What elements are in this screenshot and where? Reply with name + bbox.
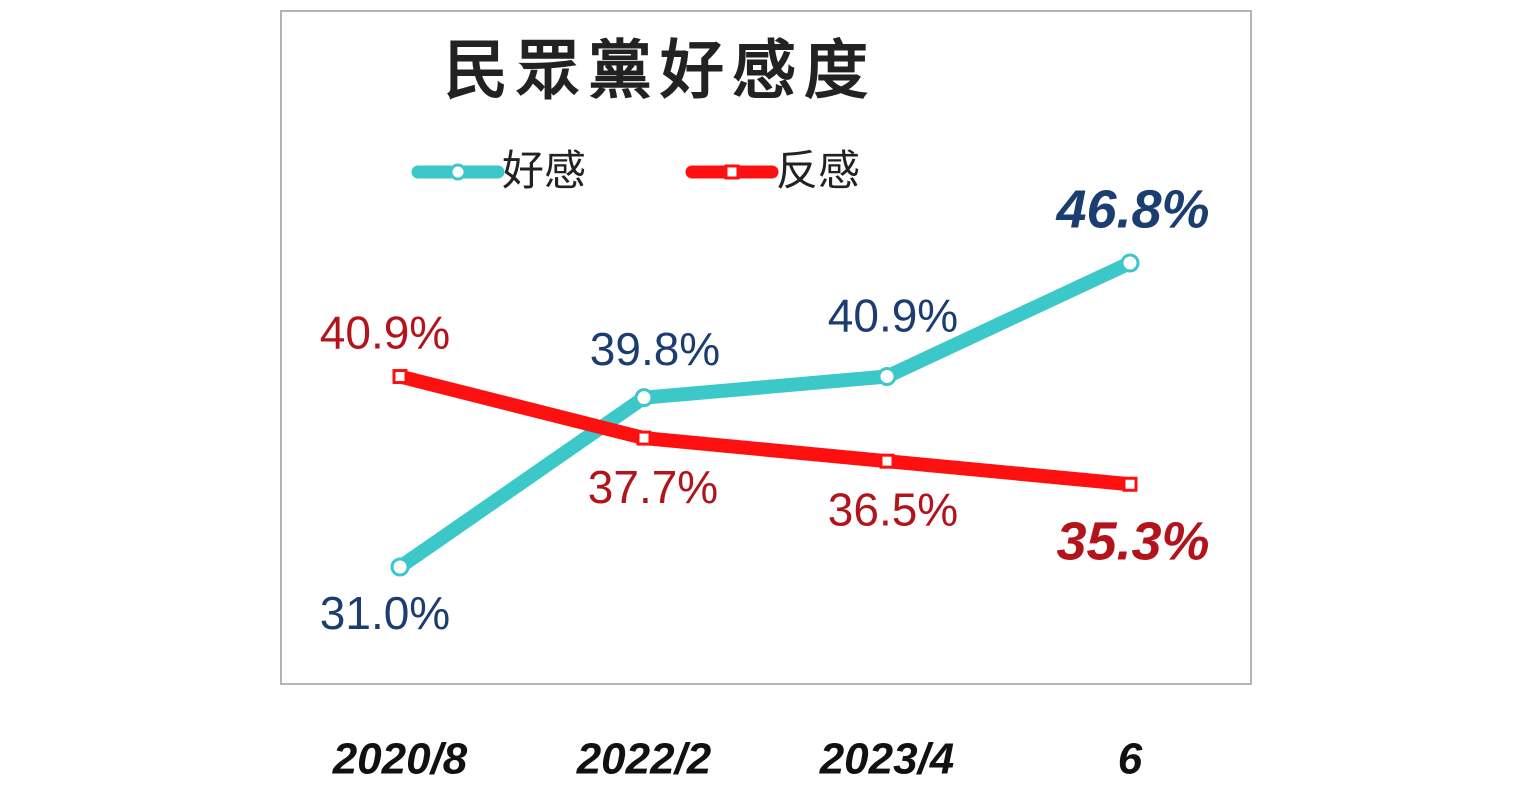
data-point <box>634 388 654 408</box>
data-label: 39.8% <box>590 323 720 375</box>
data-label: 40.9% <box>828 290 958 342</box>
x-tick-label: 6 <box>1118 735 1143 784</box>
x-tick-label: 2023/4 <box>819 735 955 784</box>
data-label: 35.3% <box>1056 512 1209 572</box>
legend-label: 好感 <box>502 147 586 194</box>
data-point <box>636 430 652 446</box>
legend-label: 反感 <box>776 147 860 194</box>
x-tick-label: 2022/2 <box>576 735 712 784</box>
data-label: 40.9% <box>320 307 450 359</box>
series-line <box>396 256 1133 573</box>
series-line <box>398 369 1131 492</box>
chart-title: 民眾黨好感度 <box>444 34 876 109</box>
legend-marker <box>724 164 740 180</box>
data-label: 36.5% <box>828 483 958 535</box>
plot-frame <box>280 10 1252 685</box>
data-point <box>879 453 895 469</box>
data-label: 31.0% <box>320 587 450 639</box>
data-point <box>1120 253 1140 273</box>
data-point <box>392 369 408 385</box>
data-point <box>390 557 410 577</box>
data-label: 37.7% <box>588 461 718 513</box>
data-point <box>877 367 897 387</box>
data-point <box>1122 476 1138 492</box>
data-label: 46.8% <box>1055 179 1209 239</box>
x-tick-label: 2020/8 <box>332 735 468 784</box>
legend-marker <box>449 163 467 181</box>
